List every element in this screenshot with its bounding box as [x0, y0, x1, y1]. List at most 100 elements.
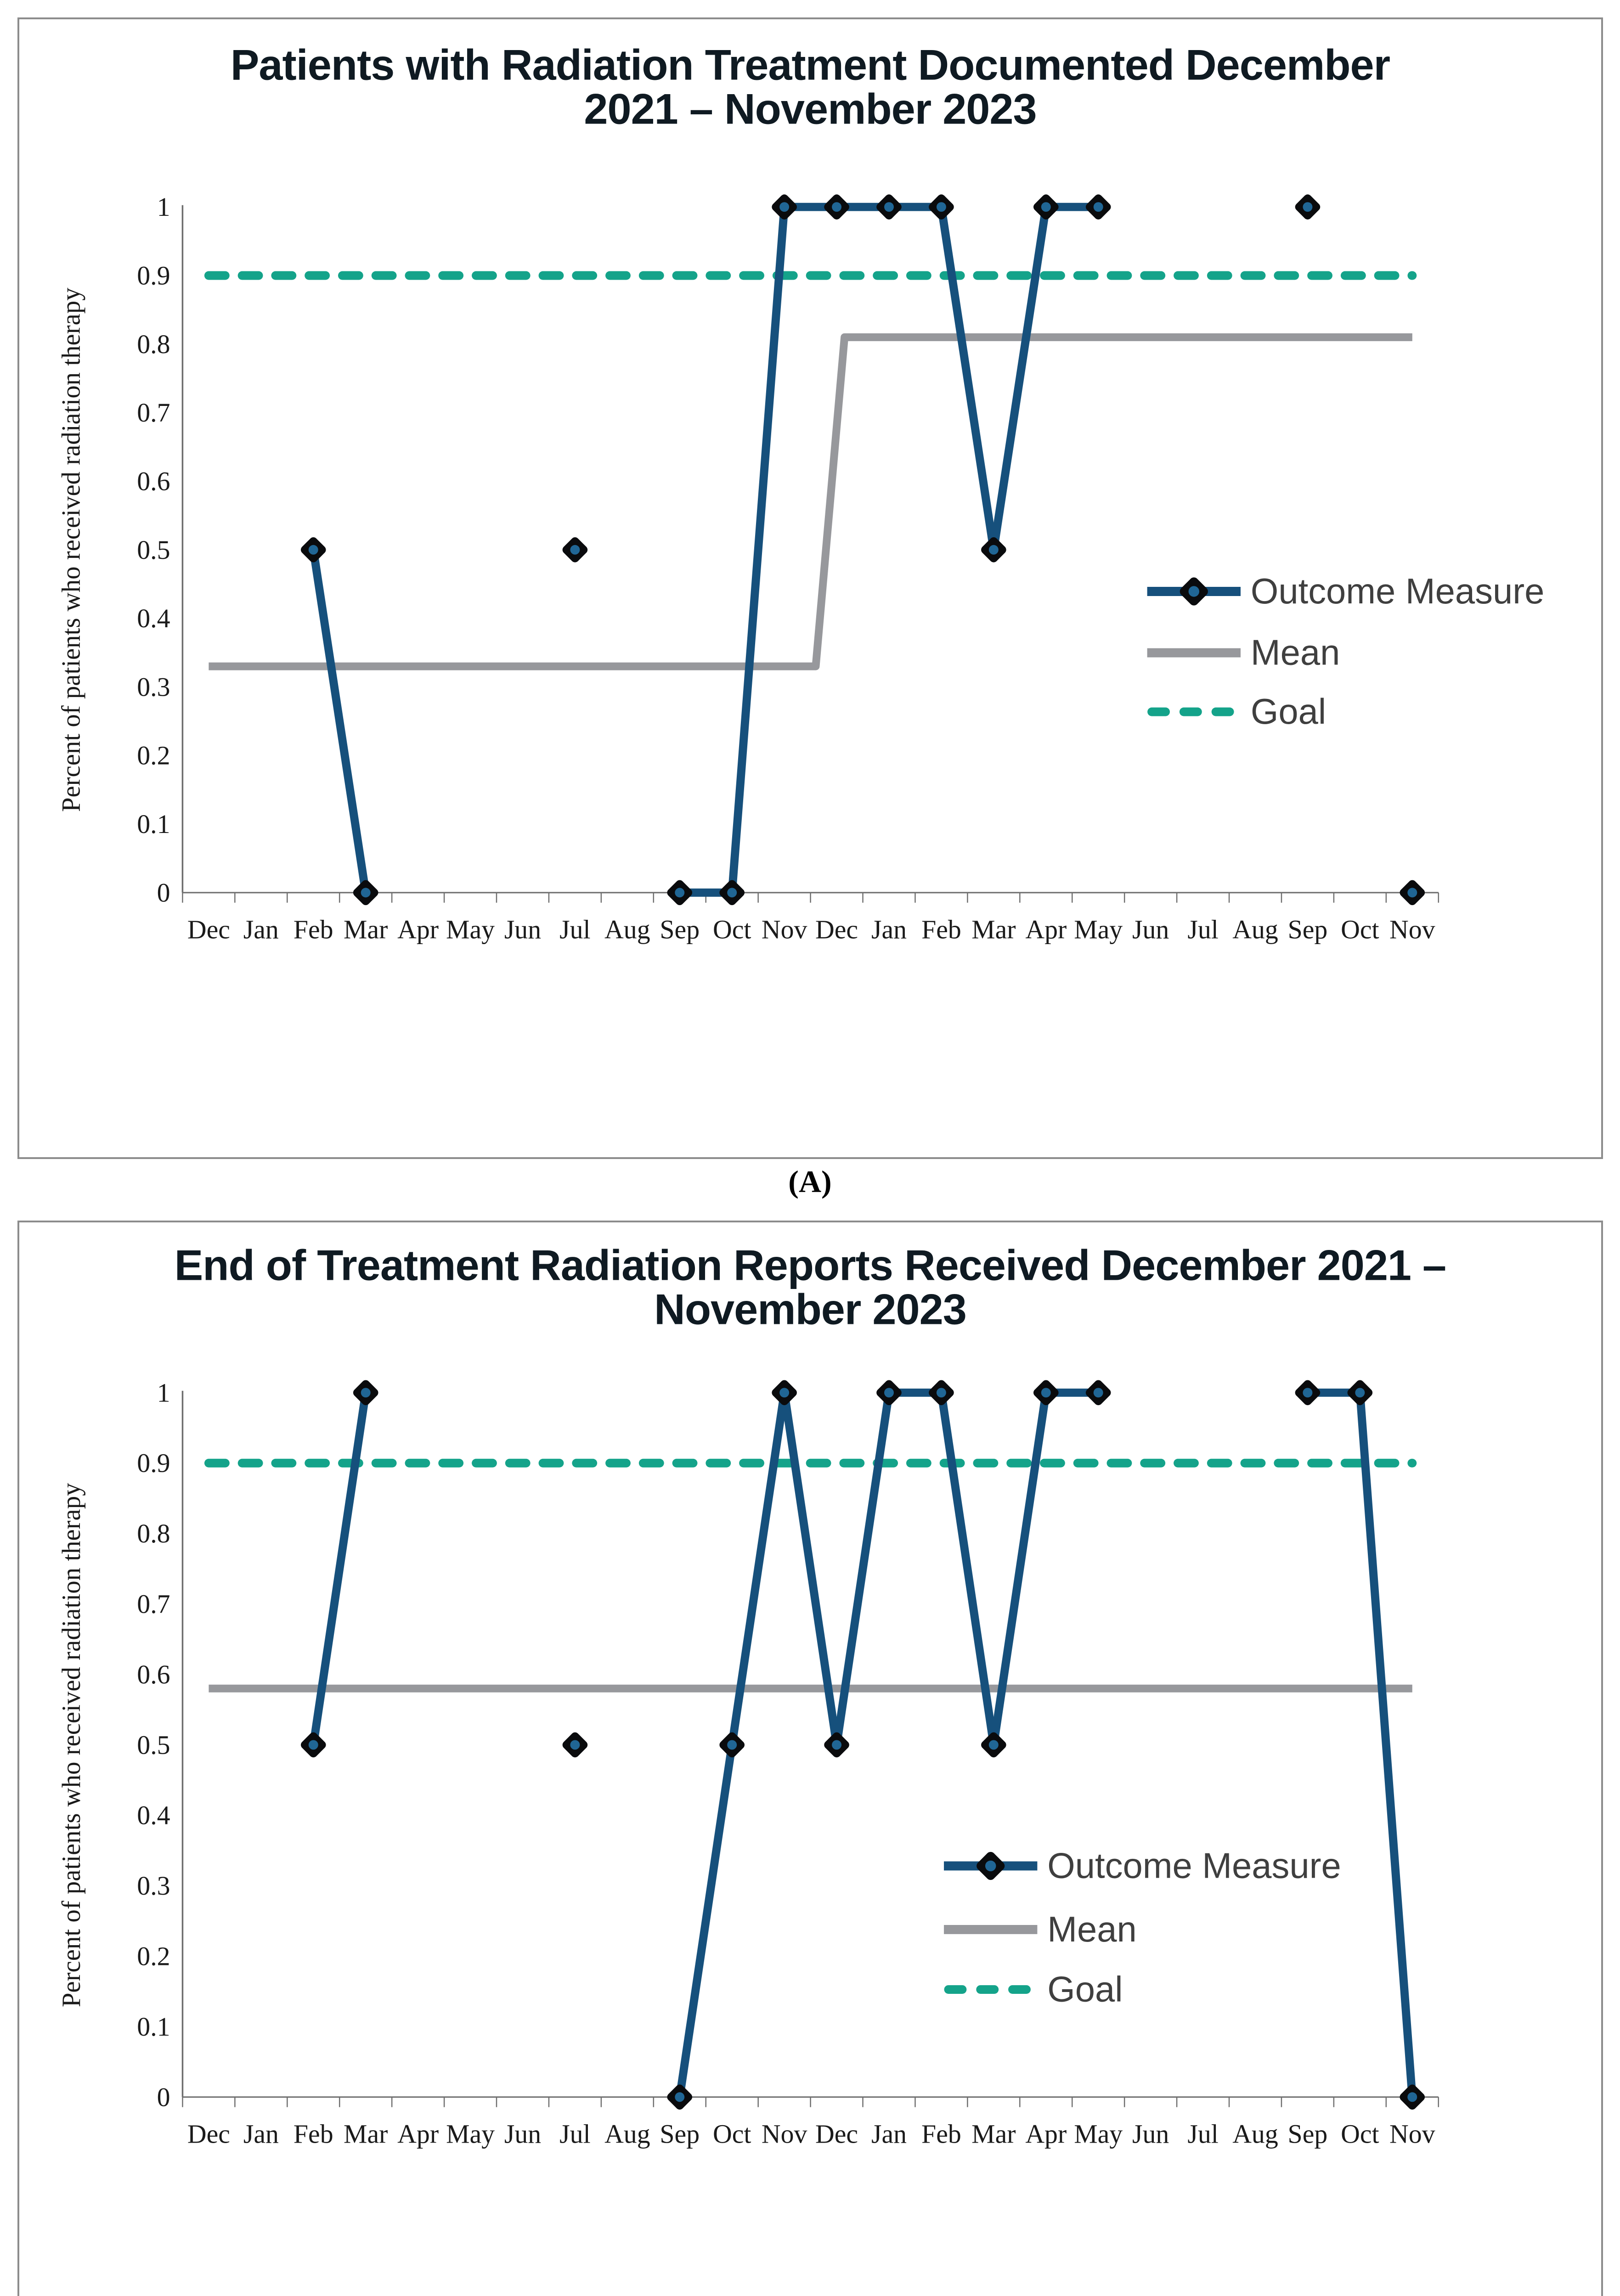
x-tick-label: Aug: [1232, 2119, 1278, 2149]
x-tick-label: Nov: [1389, 2119, 1435, 2149]
x-tick-label: May: [1074, 2119, 1123, 2149]
x-tick-label: Dec: [187, 915, 230, 945]
outcome-segment: [989, 1392, 1050, 1746]
diamond-marker-icon: [1033, 194, 1059, 219]
y-tick-label: 0: [157, 878, 170, 907]
y-axis-title: Percent of patients who received radiati…: [57, 287, 86, 812]
diamond-center-dot: [779, 1388, 790, 1398]
diamond-center-dot: [308, 1740, 318, 1750]
y-tick-label: 0.8: [137, 329, 170, 359]
chart-b: End of Treatment Radiation Reports Recei…: [57, 1241, 1446, 2149]
x-tick-label: Sep: [1288, 915, 1328, 945]
legend-mean-label: Mean: [1047, 1910, 1136, 1949]
legend-outcome-label: Outcome Measure: [1251, 572, 1544, 611]
y-tick-label: 0.1: [137, 809, 170, 839]
y-tick-label: 0.9: [137, 1448, 170, 1478]
diamond-marker-icon: [1295, 1380, 1321, 1406]
outcome-segment: [309, 1392, 370, 1746]
diamond-center-dot: [988, 1740, 999, 1750]
x-tick-label: Aug: [1232, 915, 1278, 945]
outcome-segment: [937, 206, 998, 551]
y-tick-label: 0.3: [137, 672, 170, 702]
diamond-center-dot: [1407, 2092, 1417, 2102]
legend-outcome-label: Outcome Measure: [1047, 1846, 1341, 1885]
outcome-segment: [937, 1392, 998, 1746]
x-tick-label: Jun: [1132, 2119, 1169, 2149]
x-tick-label: Jun: [504, 915, 541, 945]
diamond-marker-icon: [1085, 194, 1111, 219]
outcome-segment: [832, 1392, 893, 1746]
outcome-segment: [675, 1744, 736, 2098]
x-tick-label: Mar: [971, 2119, 1016, 2149]
diamond-marker-icon: [353, 880, 378, 906]
x-tick-label: Feb: [921, 915, 961, 945]
y-tick-label: 0.2: [137, 1941, 170, 1971]
x-tick-label: Jun: [1132, 915, 1169, 945]
diamond-marker-icon: [1180, 577, 1208, 606]
x-tick-label: Oct: [713, 915, 751, 945]
diamond-center-dot: [832, 202, 842, 212]
x-tick-label: Jul: [1187, 2119, 1218, 2149]
y-tick-label: 0.1: [137, 2012, 170, 2042]
outcome-segment: [989, 206, 1050, 551]
diamond-marker-icon: [667, 880, 693, 906]
x-tick-label: Nov: [762, 2119, 807, 2149]
y-axis-title: Percent of patients who received radiati…: [57, 1483, 86, 2007]
diamond-marker-icon: [1033, 1380, 1059, 1406]
x-tick-label: Nov: [762, 915, 807, 945]
x-tick-label: Dec: [187, 2119, 230, 2149]
chart-a: Patients with Radiation Treatment Docume…: [57, 41, 1545, 945]
diamond-center-dot: [1188, 586, 1200, 597]
diamond-marker-icon: [667, 2084, 693, 2110]
x-tick-label: Feb: [294, 2119, 333, 2149]
x-tick-label: Sep: [660, 915, 700, 945]
x-tick-label: Aug: [604, 2119, 650, 2149]
x-tick-label: Dec: [815, 2119, 858, 2149]
diamond-center-dot: [727, 1740, 737, 1750]
x-tick-label: Sep: [660, 2119, 700, 2149]
y-tick-label: 0.3: [137, 1871, 170, 1901]
outcome-segment: [728, 206, 789, 893]
diamond-center-dot: [1303, 1388, 1313, 1398]
outcome-segment: [728, 1392, 789, 1746]
x-tick-label: Oct: [1341, 2119, 1379, 2149]
x-tick-label: May: [446, 2119, 495, 2149]
y-tick-label: 0.5: [137, 535, 170, 565]
y-tick-label: 0: [157, 2082, 170, 2112]
diamond-marker-icon: [981, 1732, 1006, 1758]
diamond-center-dot: [727, 888, 737, 898]
x-tick-label: Apr: [1025, 915, 1067, 945]
y-tick-label: 0.7: [137, 398, 170, 428]
caption-a: (A): [788, 1164, 832, 1199]
diamond-center-dot: [1093, 202, 1103, 212]
diamond-marker-icon: [981, 537, 1006, 563]
y-tick-label: 1: [157, 192, 170, 222]
x-tick-label: Oct: [1341, 915, 1379, 945]
x-tick-label: Aug: [604, 915, 650, 945]
diamond-marker-icon: [1400, 880, 1425, 906]
diamond-center-dot: [1041, 1388, 1051, 1398]
mean-line: [209, 333, 1412, 670]
x-tick-label: Oct: [713, 2119, 751, 2149]
x-tick-label: Jul: [559, 915, 590, 945]
legend-mean-label: Mean: [1251, 633, 1340, 673]
diamond-center-dot: [832, 1740, 842, 1750]
x-tick-label: Mar: [344, 2119, 388, 2149]
diamond-center-dot: [779, 202, 790, 212]
legend-goal-label: Goal: [1251, 692, 1326, 732]
y-tick-label: 0.6: [137, 1660, 170, 1689]
y-tick-label: 1: [157, 1378, 170, 1407]
diamond-marker-icon: [1400, 2084, 1425, 2110]
diamond-center-dot: [1093, 1388, 1103, 1398]
x-tick-label: Sep: [1288, 2119, 1328, 2149]
diamond-marker-icon: [772, 194, 797, 219]
y-tick-label: 0.5: [137, 1730, 170, 1760]
panel-b: End of Treatment Radiation Reports Recei…: [17, 1221, 1603, 2296]
y-tick-label: 0.9: [137, 260, 170, 290]
x-tick-label: Feb: [921, 2119, 961, 2149]
x-tick-label: Jul: [559, 2119, 590, 2149]
diamond-center-dot: [1355, 1388, 1365, 1398]
diamond-marker-icon: [929, 194, 954, 219]
diamond-center-dot: [570, 545, 580, 555]
chart-title-line: November 2023: [654, 1285, 966, 1333]
